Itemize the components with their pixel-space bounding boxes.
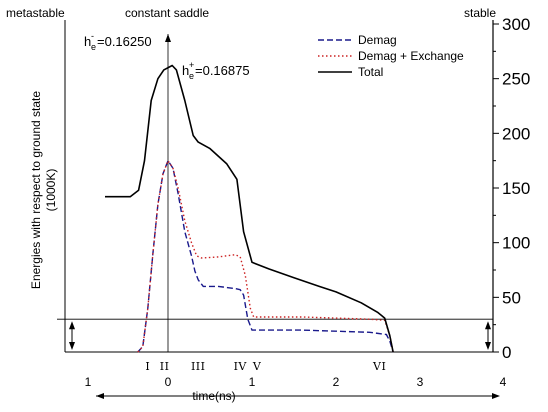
y-tick-label: 100 (502, 234, 530, 253)
phase-label: III (191, 360, 206, 373)
y-tick-label: 250 (502, 70, 530, 89)
phase-label: IV (234, 360, 248, 373)
left-gap-arrow-down-icon (69, 342, 75, 350)
x-axis-label: time(ns) (192, 389, 235, 403)
label-metastable: metastable (6, 6, 65, 20)
x-ticks: 1 0 1 2 3 4 (85, 375, 507, 389)
series-demag-exchange (137, 160, 394, 353)
right-gap-arrow-down-icon (485, 342, 491, 350)
time-axis (96, 393, 500, 399)
legend-label: Total (358, 65, 383, 79)
phase-label: I (145, 360, 150, 373)
legend-label: Demag + Exchange (358, 49, 464, 63)
series-layer (105, 64, 394, 353)
series-demag (137, 160, 394, 353)
y-ticks: 0 50 100 150 200 250 300 (493, 15, 530, 362)
annotation-h-minus: h - e =0.16250 (84, 31, 152, 52)
y-tick-label: 150 (502, 179, 530, 198)
series-total (105, 64, 394, 353)
saddle-arrow-icon (165, 34, 171, 42)
x-tick-label: 3 (417, 375, 424, 389)
y-tick-label: 0 (502, 343, 511, 362)
h-minus-sub: e (91, 42, 96, 52)
x-tick-label: 4 (500, 375, 507, 389)
x-tick-label: 1 (249, 375, 256, 389)
legend-label: Demag (358, 33, 397, 47)
h-plus-base: h (182, 63, 189, 78)
phase-label: VI (372, 360, 386, 373)
label-constant-saddle: constant saddle (125, 6, 209, 20)
axes (57, 20, 494, 353)
x-tick-label: 0 (165, 375, 172, 389)
time-axis-right-arrow-icon (492, 393, 500, 399)
time-axis-left-arrow-icon (96, 393, 104, 399)
annotation-h-plus: h + e =0.16875 (182, 60, 250, 81)
h-plus-sub: e (189, 71, 194, 81)
left-gap-arrow-up-icon (69, 321, 75, 330)
legend: Demag Demag + Exchange Total (318, 33, 464, 79)
y-axis-label: Energies with respect to ground state (29, 91, 43, 289)
y-axis-unit: (1000K) (44, 169, 58, 212)
x-tick-label: 1 (85, 375, 92, 389)
h-minus-value: =0.16250 (97, 34, 152, 49)
y-tick-label: 50 (502, 288, 521, 307)
x-tick-label: 2 (333, 375, 340, 389)
y-tick-label: 300 (502, 15, 530, 34)
h-minus-base: h (84, 34, 91, 49)
h-plus-value: =0.16875 (195, 63, 250, 78)
h-plus-sup: + (189, 60, 194, 70)
y-tick-label: 200 (502, 124, 530, 143)
phase-label: II (160, 360, 170, 373)
phase-label: V (252, 360, 262, 373)
label-stable: stable (464, 6, 496, 20)
phase-labels: I II III IV V VI (145, 360, 386, 373)
h-minus-sup: - (91, 31, 94, 41)
right-gap-arrow-up-icon (485, 321, 491, 330)
